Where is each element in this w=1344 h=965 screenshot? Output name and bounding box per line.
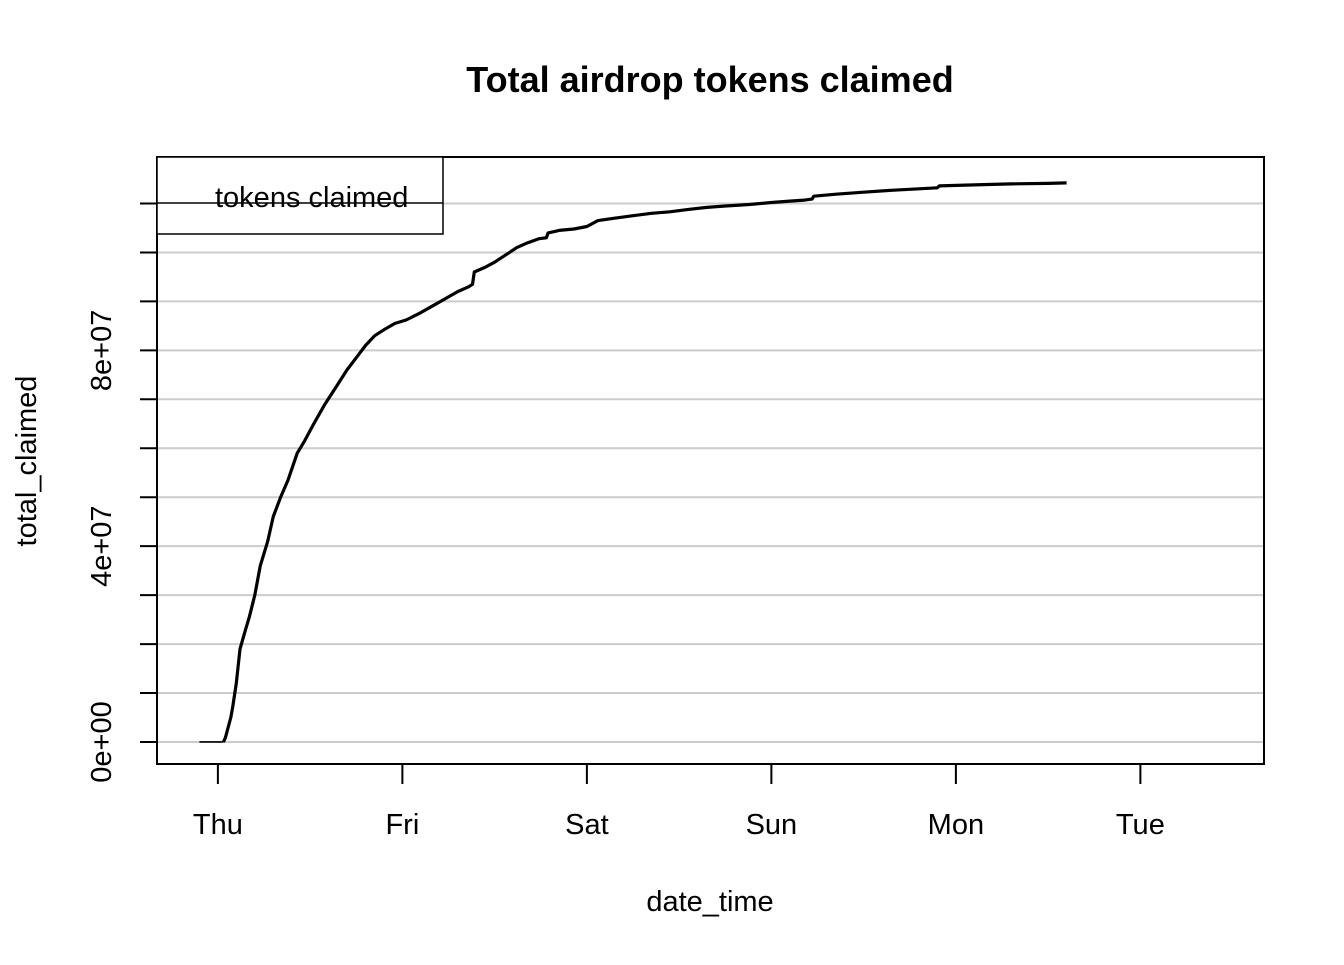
y-tick-label-0: 0e+00 — [86, 701, 118, 782]
legend-box — [156, 156, 444, 235]
x-tick-label-fri: Fri — [385, 809, 419, 841]
legend-entry-label: tokens claimed — [215, 182, 408, 214]
x-axis-label: date_time — [646, 886, 773, 918]
x-tick-label-sat: Sat — [565, 809, 609, 841]
x-tick-label-tue: Tue — [1116, 809, 1165, 841]
x-tick-label-sun: Sun — [746, 809, 798, 841]
y-axis-label: total_claimed — [11, 376, 43, 547]
plot-frame — [156, 156, 1265, 765]
x-tick-label-mon: Mon — [928, 809, 984, 841]
legend: tokens claimed — [156, 156, 444, 235]
chart-title: Total airdrop tokens claimed — [466, 59, 953, 100]
series-line-0 — [221, 181, 1067, 743]
y-tick-label-2: 8e+07 — [86, 310, 118, 391]
x-tick-label-thu: Thu — [193, 809, 243, 841]
y-tick-label-1: 4e+07 — [86, 505, 118, 586]
